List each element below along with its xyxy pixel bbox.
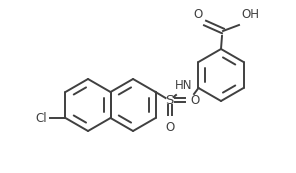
Text: Cl: Cl [36,112,47,125]
Text: S: S [165,93,174,107]
Text: O: O [165,121,174,134]
Text: O: O [191,93,200,107]
Text: HN: HN [175,79,193,92]
Text: O: O [194,8,203,21]
Text: OH: OH [241,8,259,21]
